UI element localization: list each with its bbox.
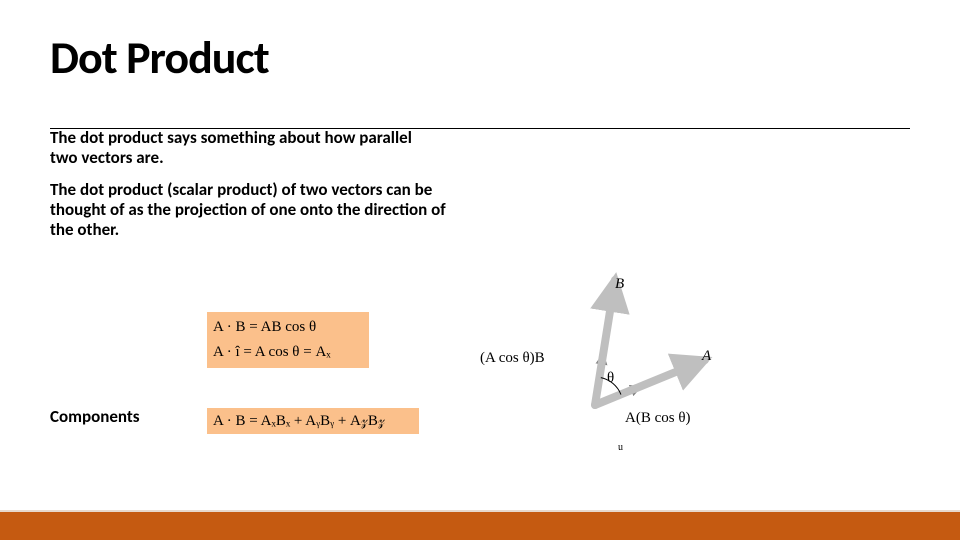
intro-paragraph-1: The dot product says something about how… xyxy=(50,128,420,168)
components-heading: Components xyxy=(50,406,140,427)
footer-bar xyxy=(0,512,960,540)
label-AcosθB: (A cos θ)B xyxy=(480,350,545,367)
vector-diagram: (A cos θ)B B A θ A(B cos θ) u u xyxy=(480,270,780,440)
label-A: A xyxy=(702,348,711,365)
hat-B: u xyxy=(618,442,918,453)
label-theta: θ xyxy=(607,370,614,387)
formula-box-definition: A · B = AB cos θ A · î = A cos θ = Aₓ xyxy=(207,312,369,368)
formula-components-line: A · B = AₓBₓ + AᵧBᵧ + A𝓏B𝓏 xyxy=(213,411,413,431)
intro-paragraph-2: The dot product (scalar product) of two … xyxy=(50,180,460,240)
slide-title: Dot Product xyxy=(50,35,269,81)
label-B: B xyxy=(615,276,624,293)
formula-line-1: A · B = AB cos θ xyxy=(213,315,363,340)
formula-box-components: A · B = AₓBₓ + AᵧBᵧ + A𝓏B𝓏 xyxy=(207,408,419,434)
formula-line-2: A · î = A cos θ = Aₓ xyxy=(213,340,363,365)
label-ABcosθ: A(B cos θ) xyxy=(625,410,691,427)
